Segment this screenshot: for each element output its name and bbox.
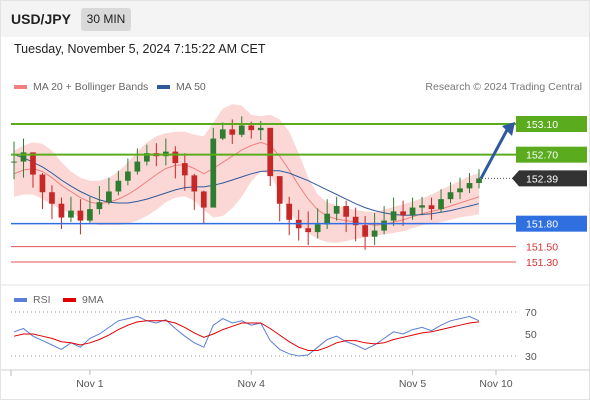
legend-rsi-ma-label: 9MA [82, 294, 104, 306]
candle-body [362, 225, 368, 237]
legend-rsi-ma-swatch [63, 298, 76, 302]
candle-body [200, 191, 207, 208]
candle-body [419, 205, 425, 208]
candle-body [219, 129, 226, 139]
last-price-label-box [512, 170, 587, 187]
resistance-label: 153.10 [526, 119, 558, 131]
rsi-tick-label: 50 [525, 329, 537, 341]
candle-body [229, 129, 236, 135]
legend-rsi-swatch [14, 298, 27, 302]
candle-body [191, 175, 198, 192]
candle-body [96, 202, 103, 210]
timeframe-button[interactable]: 30 MIN [81, 8, 131, 31]
x-tick-label: Nov 1 [76, 378, 104, 390]
candle-body [58, 203, 65, 218]
candle-body [305, 228, 312, 233]
legend-rsi-ma: 9MA [63, 294, 104, 306]
projection-arrow-head [502, 122, 515, 136]
credit-text: Research © 2024 Trading Central [425, 81, 582, 93]
pivot-label-box [516, 215, 587, 232]
candle-body [466, 183, 473, 189]
legend-bollinger-label: MA 20 + Bollinger Bands [33, 81, 149, 93]
symbol-title: USD/JPY [11, 11, 71, 27]
candle-body [476, 178, 482, 184]
candle-body [20, 152, 27, 162]
last-price-label: 152.39 [526, 173, 558, 185]
candle-body [210, 138, 217, 208]
legend-bollinger: MA 20 + Bollinger Bands [14, 81, 148, 93]
resistance-label-box [516, 116, 587, 132]
resistance-label-box [516, 146, 587, 163]
legend-ma50-swatch [157, 85, 170, 89]
legend-bollinger-swatch [14, 85, 27, 89]
candle-body [238, 125, 245, 135]
candle-body [352, 216, 359, 226]
projection-arrow-line [479, 129, 509, 180]
pivot-label: 151.80 [526, 219, 558, 231]
candle-body [381, 220, 387, 231]
candle-body [172, 151, 179, 164]
candle-body [181, 163, 188, 176]
candle-body [457, 188, 463, 193]
candle-body [371, 230, 378, 237]
candle-body [248, 125, 255, 131]
timestamp: Tuesday, November 5, 2024 7:15:22 AM CET [14, 42, 266, 56]
candle-body [286, 203, 293, 220]
candle-body [134, 161, 141, 172]
candle-body [30, 152, 36, 175]
candle-body [144, 153, 150, 162]
candle-body [276, 176, 283, 204]
candle-body [39, 174, 46, 193]
rsi-ma-line [13, 320, 480, 351]
candle-body [49, 192, 55, 204]
rsi-tick-label: 70 [525, 307, 537, 319]
support-label: 151.30 [526, 257, 558, 269]
rsi-tick-label: 30 [525, 351, 537, 363]
candle-body [87, 209, 93, 221]
resistance-label: 152.70 [526, 150, 558, 162]
legend-rsi: RSI [14, 294, 51, 306]
x-tick-label: Nov 5 [399, 378, 427, 390]
candle-body [267, 127, 274, 177]
candle-body [447, 192, 454, 200]
candle-body [333, 206, 340, 214]
candle-body [343, 206, 349, 217]
legend-ma50-label: MA 50 [176, 81, 206, 93]
candle-body [11, 161, 17, 163]
legend-ma50: MA 50 [157, 81, 206, 93]
candle-body [400, 211, 406, 216]
candle-body [115, 180, 122, 192]
x-tick-label: Nov 10 [479, 378, 512, 390]
bollinger-band-area [14, 104, 479, 243]
support-label: 151.50 [526, 242, 558, 254]
candle-body [314, 224, 321, 233]
candle-body [106, 191, 112, 203]
x-tick-label: Nov 4 [238, 378, 266, 390]
candle-body [438, 199, 444, 210]
legend-rsi-label: RSI [33, 294, 51, 306]
candle-body [257, 127, 264, 131]
candle-body [68, 210, 74, 218]
candle-body [428, 205, 435, 210]
candle-body [125, 171, 131, 181]
candle-body [409, 207, 416, 216]
ma20-line [13, 141, 480, 226]
chart-header: USD/JPY 30 MIN [1, 1, 589, 37]
candle-body [77, 210, 84, 221]
candle-body [390, 211, 397, 221]
candle-body [324, 213, 331, 225]
